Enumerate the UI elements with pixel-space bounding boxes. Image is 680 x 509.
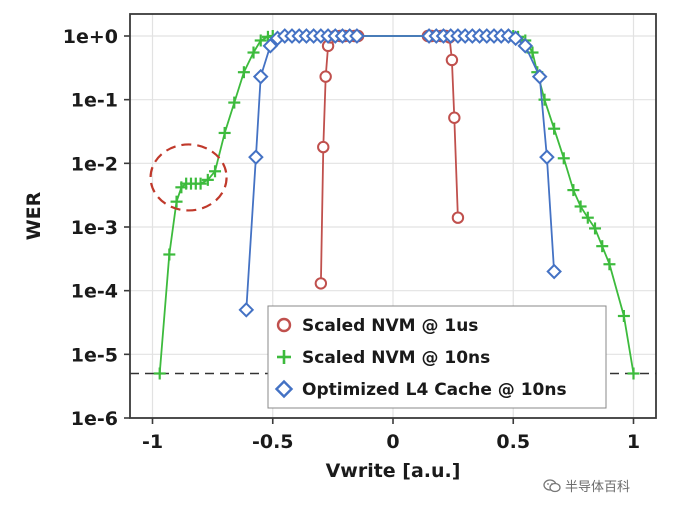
data-point-circle: [314, 277, 328, 290]
series-circle: [314, 29, 465, 290]
legend-label: Optimized L4 Cache @ 10ns: [302, 380, 567, 400]
data-point-diamond: [349, 28, 365, 44]
legend-box: [267, 305, 607, 409]
watermark-text: 半导体百科: [565, 480, 631, 495]
wechat-icon: [543, 478, 561, 492]
data-point-plus: [617, 310, 630, 323]
x-axis-label: Vwrite [a.u.]: [326, 460, 461, 482]
data-point-plus: [548, 122, 561, 135]
data-point-circle: [319, 70, 332, 83]
data-point-plus: [596, 240, 609, 253]
data-point-diamond: [252, 68, 269, 85]
data-point-diamond: [546, 263, 562, 280]
data-point-circle: [451, 211, 465, 224]
legend-marker-diamond: [274, 379, 294, 399]
data-point-plus: [170, 195, 183, 208]
series-diamond: [238, 28, 562, 318]
data-point-diamond: [539, 149, 555, 165]
y-tick-label: 1e-2: [71, 153, 118, 175]
watermark: 半导体百科: [543, 476, 630, 495]
data-point-plus: [538, 93, 551, 106]
data-point-diamond: [248, 149, 264, 165]
y-tick-label: 1e-5: [71, 344, 118, 366]
data-point-plus: [218, 126, 231, 139]
x-tick-label: 0.5: [496, 431, 530, 453]
legend-label: Scaled NVM @ 10ns: [302, 348, 490, 368]
data-point-plus: [589, 222, 602, 235]
data-point-circle: [317, 140, 330, 154]
y-tick-label: 1e-4: [71, 281, 118, 303]
data-point-circle: [445, 53, 459, 67]
y-axis-ticks: 1e+0 1e-1 1e-2 1e-3 1e-4 1e-5 1e-6: [63, 26, 130, 430]
legend-marker-plus: [277, 350, 291, 364]
data-point-plus: [581, 211, 594, 224]
data-point-diamond: [507, 30, 524, 47]
y-axis-label: WER: [23, 191, 45, 240]
data-point-diamond: [517, 38, 534, 54]
x-tick-label: 0: [386, 431, 399, 453]
data-point-plus: [247, 46, 260, 59]
series-layer: [153, 28, 640, 380]
series-line: [245, 35, 555, 310]
legend: Scaled NVM @ 1us Scaled NVM @ 10ns Optimiz…: [267, 305, 607, 409]
x-tick-label: -1: [142, 431, 163, 453]
y-tick-label: 1e-6: [71, 408, 118, 430]
y-tick-label: 1e-1: [71, 90, 118, 112]
data-point-plus: [603, 258, 616, 271]
data-point-plus: [194, 177, 207, 190]
data-point-plus: [237, 66, 250, 79]
data-point-plus: [163, 248, 176, 261]
data-point-diamond: [531, 68, 548, 85]
data-point-plus: [228, 96, 241, 109]
data-point-diamond: [262, 38, 279, 54]
data-point-circle: [448, 111, 461, 124]
legend-marker-circle: [276, 317, 292, 333]
data-point-plus: [254, 34, 267, 47]
annotation-dashed-ellipse: [149, 143, 228, 212]
data-point-plus: [153, 367, 166, 380]
data-point-plus: [209, 165, 222, 178]
data-point-plus: [627, 367, 640, 380]
data-point-diamond: [238, 302, 255, 318]
y-tick-label: 1e-3: [71, 217, 118, 239]
data-point-plus: [567, 184, 580, 197]
x-tick-label: 1: [627, 431, 640, 453]
data-point-plus: [574, 200, 587, 213]
data-point-plus: [201, 173, 214, 186]
data-point-plus: [557, 152, 570, 165]
legend-label: Scaled NVM @ 1us: [302, 316, 478, 336]
x-axis-ticks: -1 -0.5 0 0.5 1: [142, 418, 640, 453]
x-tick-label: -0.5: [252, 431, 294, 453]
y-tick-label: 1e+0: [63, 26, 118, 48]
